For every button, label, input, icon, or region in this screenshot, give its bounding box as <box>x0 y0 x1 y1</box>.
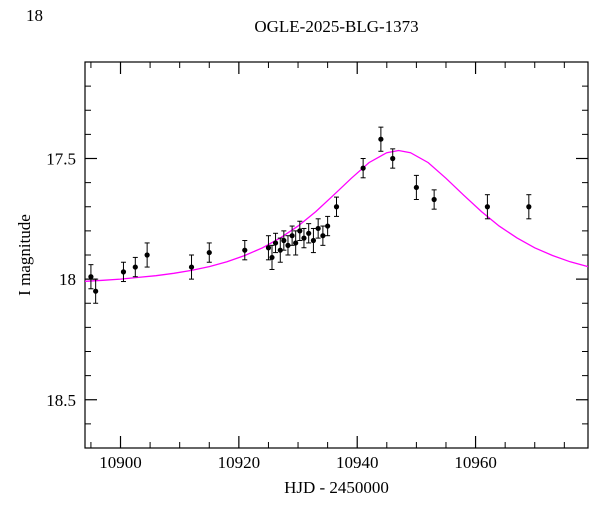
x-tick-label: 10900 <box>99 453 142 472</box>
x-tick-label: 10920 <box>218 453 261 472</box>
chart-title: OGLE-2025-BLG-1373 <box>254 17 419 36</box>
data-point <box>315 225 321 232</box>
data-point <box>306 230 312 236</box>
data-point <box>333 204 340 210</box>
data-point <box>301 235 307 241</box>
data-point <box>277 247 283 253</box>
data-point <box>188 264 195 270</box>
data-point <box>378 136 384 142</box>
data-point <box>360 165 366 171</box>
data-point <box>132 264 138 270</box>
data-point <box>281 237 287 244</box>
x-tick-label: 10960 <box>454 453 497 472</box>
data-point <box>293 240 299 246</box>
data-point <box>242 247 248 253</box>
y-axis-label: I magnitude <box>15 214 34 296</box>
data-point <box>325 223 331 229</box>
data-point <box>265 245 272 251</box>
model-curve <box>84 149 589 282</box>
data-point <box>526 204 532 210</box>
data-point <box>310 237 317 244</box>
x-axis-label: HJD - 2450000 <box>284 478 389 497</box>
data-point <box>484 204 490 210</box>
data-point <box>297 228 303 234</box>
plot-frame <box>84 61 589 449</box>
data-point <box>93 288 99 294</box>
data-point <box>144 252 150 258</box>
data-point <box>88 274 94 280</box>
data-point <box>272 240 279 246</box>
y-tick-label: 18 <box>59 270 76 289</box>
data-point <box>431 196 437 203</box>
stray-tick-label: 18 <box>26 6 43 25</box>
data-point <box>390 155 396 162</box>
data-point <box>269 254 275 261</box>
y-tick-label: 18.5 <box>46 391 76 410</box>
data-point <box>413 184 419 191</box>
data-point <box>289 233 295 239</box>
data-point <box>285 242 291 248</box>
data-point <box>320 233 326 239</box>
x-tick-label: 10940 <box>336 453 379 472</box>
y-tick-label: 17.5 <box>46 150 76 169</box>
data-point <box>120 269 127 275</box>
data-point <box>206 249 212 256</box>
